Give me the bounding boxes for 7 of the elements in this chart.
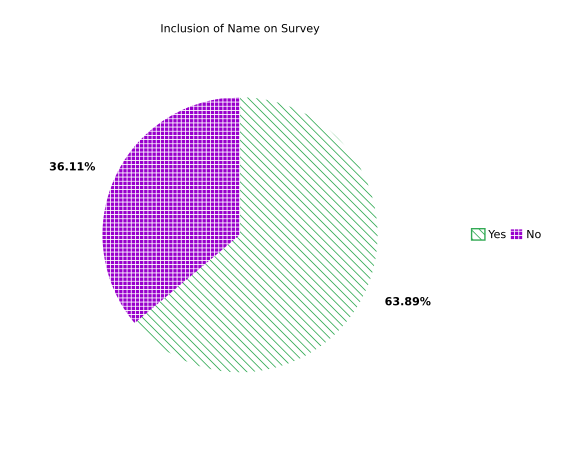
- legend-label: No: [527, 230, 541, 238]
- data-label: 63.89%: [385, 297, 431, 306]
- legend-label: Yes: [488, 230, 506, 238]
- data-label: 36.11%: [50, 162, 96, 171]
- pie-slice: [102, 97, 240, 324]
- chart-title: Inclusion of Name on Survey: [161, 24, 320, 35]
- pie-slice: [134, 97, 378, 372]
